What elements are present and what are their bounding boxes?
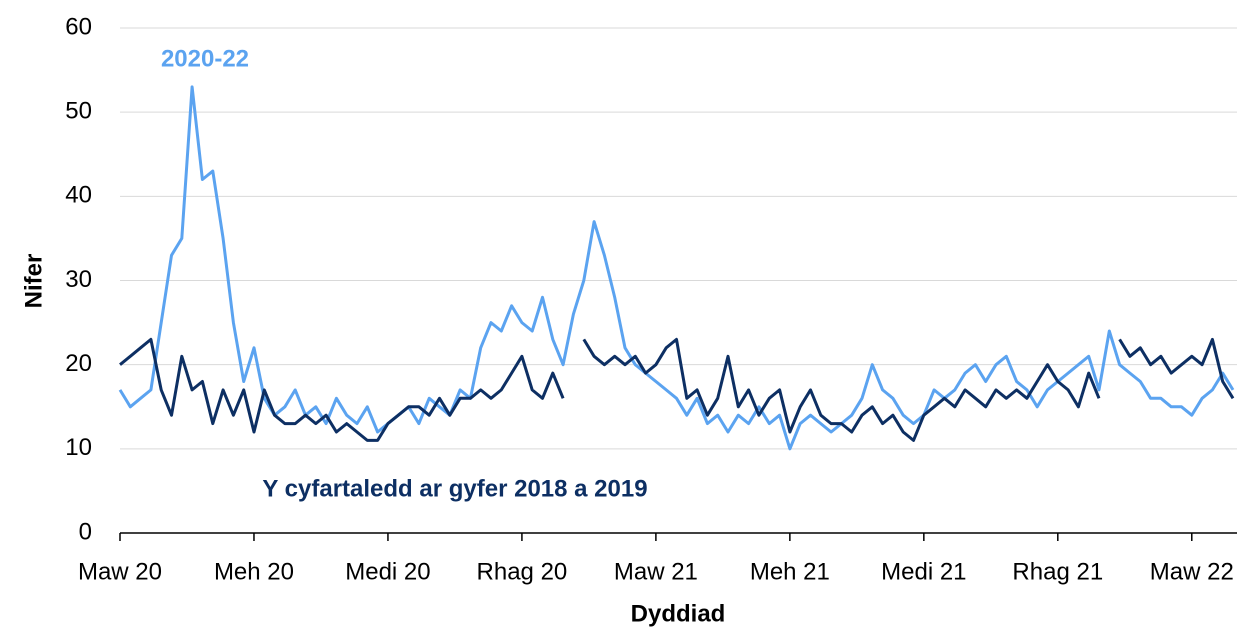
x-tick-label: Meh 21 [750, 558, 830, 585]
y-tick-label: 50 [65, 98, 92, 125]
x-tick-label: Rhag 20 [477, 558, 568, 585]
x-tick-label: Maw 21 [614, 558, 698, 585]
y-tick-label: 40 [65, 182, 92, 209]
y-axis-label: Nifer [20, 254, 47, 309]
series-line [118, 85, 1235, 451]
x-tick-label: Maw 20 [78, 558, 162, 585]
x-tick-label: Maw 22 [1150, 558, 1234, 585]
x-axis-label: Dyddiad [631, 600, 726, 627]
series-label: 2020-22 [161, 45, 249, 72]
y-tick-label: 20 [65, 350, 92, 377]
y-tick-label: 60 [65, 13, 92, 40]
x-tick-label: Rhag 21 [1012, 558, 1103, 585]
x-tick-label: Meh 20 [214, 558, 294, 585]
y-tick-label: 0 [79, 518, 92, 545]
y-tick-label: 30 [65, 266, 92, 293]
series-line [119, 337, 1235, 442]
x-tick-label: Medi 21 [881, 558, 966, 585]
series-label: Y cyfartaledd ar gyfer 2018 a 2019 [262, 475, 647, 502]
x-tick-label: Medi 20 [345, 558, 430, 585]
y-tick-label: 10 [65, 434, 92, 461]
